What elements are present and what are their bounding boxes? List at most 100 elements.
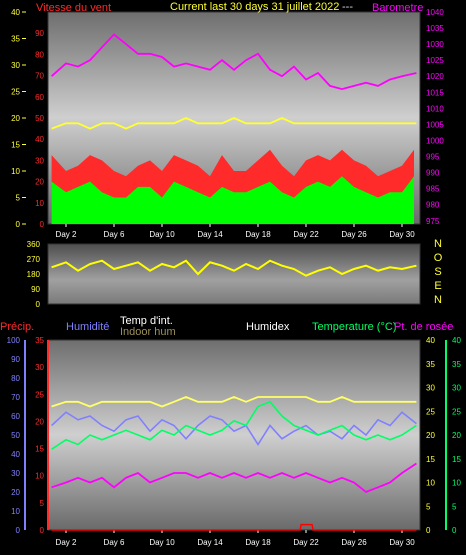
barometer-axis-tick: 1010 (426, 104, 444, 113)
humidity-axis-tick: 30 (11, 469, 20, 478)
temp-axis-tick: 5 (426, 502, 431, 511)
humidity-axis-tick: 60 (11, 412, 20, 421)
barometer-axis-tick: 1035 (426, 24, 444, 33)
x-axis-tick-label: Day 30 (389, 538, 415, 547)
humidity-axis-tick: 40 (11, 450, 20, 459)
barometer-axis-tick: 975 (426, 217, 440, 226)
barometer-axis-tick: 1015 (426, 88, 444, 97)
wind-mid-axis-tick: 20 (35, 178, 44, 187)
wind-axis-tick: 20 (11, 114, 20, 123)
wind-axis-tick: 30 (11, 61, 20, 70)
wind-axis-tick: 5 (16, 194, 21, 203)
barometer-axis-tick: 980 (426, 201, 440, 210)
direction-axis-tick: 270 (27, 255, 41, 264)
barometer-axis-tick: 1025 (426, 56, 444, 65)
direction-plot-area (48, 244, 420, 304)
wind-mid-axis-tick: 70 (35, 72, 44, 81)
precip-axis-tick: 15 (35, 445, 44, 454)
dewpoint-line (51, 462, 417, 494)
temp-axis-tick-right: 0 (452, 526, 457, 535)
compass-letter: O (434, 252, 443, 264)
temp-hum-plot-area (48, 340, 420, 530)
precip-axis-tick: 0 (40, 526, 45, 535)
barometer-axis-tick: 990 (426, 169, 440, 178)
x-axis-tick-label: Day 22 (293, 538, 319, 547)
barometer-axis-tick: 1030 (426, 40, 444, 49)
x-axis-tick-label: Day 18 (245, 230, 271, 239)
barometer-axis-tick: 985 (426, 185, 440, 194)
x-axis-tick-label: Day 10 (149, 230, 175, 239)
temp-axis-tick-right: 20 (452, 431, 461, 440)
temp-axis-tick-right: 5 (452, 502, 457, 511)
dewpoint-label: Pt. de rosée (394, 321, 453, 333)
temp-axis-tick-right: 35 (452, 360, 461, 369)
wind-mid-axis-tick: 40 (35, 135, 44, 144)
x-axis-tick-label: Day 30 (389, 230, 415, 239)
temp-in-label: Temp d'int. (120, 315, 173, 327)
temperature-label: Temperature (°C) (312, 321, 396, 333)
barometer-axis-tick: 1000 (426, 136, 444, 145)
humidity-label: Humidité (66, 321, 109, 333)
direction-axis-tick: 180 (27, 270, 41, 279)
precip-axis-tick: 30 (35, 363, 44, 372)
compass-letter: N (434, 238, 442, 250)
precip-axis-tick: 35 (35, 336, 44, 345)
wind-speed-area (51, 176, 414, 224)
x-axis-tick-label: Day 18 (245, 538, 271, 547)
humidity-line (51, 411, 417, 446)
humidity-axis-tick: 90 (11, 355, 20, 364)
precip-line (51, 523, 417, 531)
temperature-line (51, 400, 417, 450)
barometer-axis-tick: 1020 (426, 72, 444, 81)
temp-axis-tick: 20 (426, 431, 435, 440)
wind-mid-axis-tick: 60 (35, 93, 44, 102)
title-separator: --- (342, 1, 353, 13)
x-axis-tick-label: Day 14 (197, 538, 223, 547)
x-axis-tick-label: Day 22 (293, 230, 319, 239)
wind-mid-axis-tick: 90 (35, 29, 44, 38)
temp-axis-tick: 30 (426, 384, 435, 393)
compass-letter: S (434, 266, 441, 278)
temp-axis-tick-right: 30 (452, 384, 461, 393)
indoor-temp-line (51, 396, 417, 408)
x-axis-tick-label: Day 26 (341, 230, 367, 239)
wind-direction-line (51, 259, 417, 277)
direction-axis-tick: 90 (31, 285, 40, 294)
x-axis-tick-label: Day 2 (56, 230, 77, 239)
wind-mid-axis-tick: 10 (35, 199, 44, 208)
direction-axis-tick: 0 (36, 300, 41, 309)
x-axis-tick-label: Day 26 (341, 538, 367, 547)
temp-axis-tick: 40 (426, 336, 435, 345)
direction-axis-tick: 360 (27, 240, 41, 249)
temp-axis-tick: 35 (426, 360, 435, 369)
barometer-line (51, 33, 417, 91)
humidity-axis-tick: 20 (11, 488, 20, 497)
humidity-axis-tick: 70 (11, 393, 20, 402)
compass-letter: N (434, 294, 442, 306)
precip-axis-tick: 20 (35, 417, 44, 426)
humidity-axis-tick: 100 (7, 336, 21, 345)
humidity-axis-tick: 80 (11, 374, 20, 383)
wind-mid-axis-tick: 80 (35, 50, 44, 59)
temp-axis-tick: 25 (426, 407, 435, 416)
precip-axis-tick: 25 (35, 390, 44, 399)
temp-axis-tick-right: 10 (452, 479, 461, 488)
x-axis-tick-label: Day 2 (56, 538, 77, 547)
wind-speed-label: Vitesse du vent (36, 2, 111, 14)
humidity-axis-tick: 0 (16, 526, 21, 535)
temp-axis-tick: 0 (426, 526, 431, 535)
humidity-axis-tick: 50 (11, 431, 20, 440)
temperature-line-top (51, 117, 417, 130)
barometer-axis-tick: 995 (426, 153, 440, 162)
precip-axis-tick: 5 (40, 499, 45, 508)
humidity-axis-tick: 10 (11, 507, 20, 516)
x-axis-tick-label: Day 6 (104, 538, 125, 547)
temp-axis-tick-right: 15 (452, 455, 461, 464)
temp-axis-tick-right: 25 (452, 407, 461, 416)
x-axis-tick-label: Day 10 (149, 538, 175, 547)
humidex-label: Humidex (246, 321, 290, 333)
temp-axis-tick-right: 40 (452, 336, 461, 345)
compass-letter: E (434, 280, 441, 292)
wind-axis-tick: 40 (11, 8, 20, 17)
